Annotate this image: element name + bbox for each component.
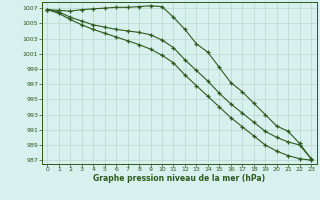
X-axis label: Graphe pression niveau de la mer (hPa): Graphe pression niveau de la mer (hPa) [93, 174, 265, 183]
